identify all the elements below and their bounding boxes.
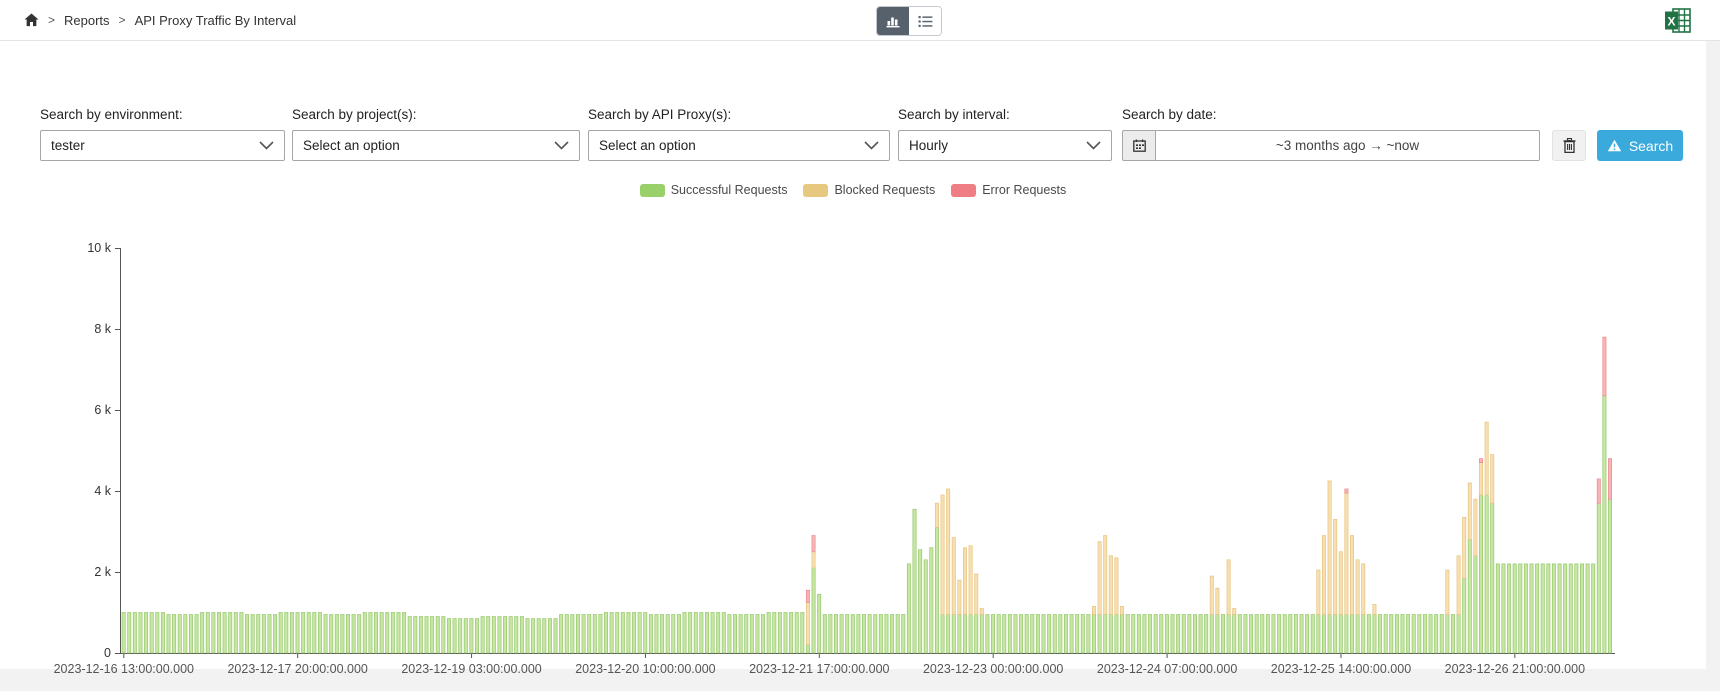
projects-select[interactable]: Select an option	[292, 130, 580, 161]
proxies-select[interactable]: Select an option	[588, 130, 890, 161]
svg-text:8 k: 8 k	[94, 322, 111, 336]
search-button[interactable]: Search	[1597, 130, 1683, 161]
home-icon[interactable]	[24, 13, 39, 27]
svg-text:2023-12-24 07:00:00.000: 2023-12-24 07:00:00.000	[1097, 662, 1237, 676]
list-view-button[interactable]	[909, 7, 941, 35]
svg-text:2023-12-25 14:00:00.000: 2023-12-25 14:00:00.000	[1271, 662, 1411, 676]
warning-icon	[1607, 139, 1622, 152]
legend-label-successful: Successful Requests	[670, 183, 788, 197]
chevron-down-icon	[864, 141, 879, 150]
main-content: Search by environment: Search by project…	[0, 41, 1706, 676]
svg-text:2023-12-23 00:00:00.000: 2023-12-23 00:00:00.000	[923, 662, 1063, 676]
date-range-group	[1122, 130, 1540, 161]
bar-chart-icon	[886, 14, 901, 28]
legend-swatch-successful	[639, 183, 665, 197]
proxies-label: Search by API Proxy(s):	[588, 107, 732, 122]
trash-icon	[1563, 138, 1576, 153]
svg-text:2 k: 2 k	[94, 565, 111, 579]
projects-label: Search by project(s):	[292, 107, 417, 122]
svg-text:2023-12-20 10:00:00.000: 2023-12-20 10:00:00.000	[575, 662, 715, 676]
environment-select-value: tester	[51, 138, 85, 153]
interval-select-value: Hourly	[909, 138, 949, 153]
clear-button[interactable]	[1552, 130, 1586, 161]
interval-select[interactable]: Hourly	[898, 130, 1112, 161]
svg-text:4 k: 4 k	[94, 484, 111, 498]
svg-text:10 k: 10 k	[87, 241, 111, 255]
breadcrumb-item-reports[interactable]: Reports	[64, 12, 110, 28]
excel-icon: X	[1664, 7, 1692, 34]
page-title: API Proxy Traffic By Interval	[134, 12, 297, 28]
view-toggle-group	[876, 6, 942, 36]
svg-text:X: X	[1667, 15, 1675, 29]
environment-select[interactable]: tester	[40, 130, 285, 161]
svg-text:2023-12-26 21:00:00.000: 2023-12-26 21:00:00.000	[1445, 662, 1585, 676]
svg-text:2023-12-17 20:00:00.000: 2023-12-17 20:00:00.000	[227, 662, 367, 676]
date-range-input[interactable]	[1155, 130, 1540, 161]
legend-swatch-blocked	[803, 183, 829, 197]
legend-item-error[interactable]: Error Requests	[951, 183, 1066, 197]
legend-item-blocked[interactable]: Blocked Requests	[803, 183, 935, 197]
search-button-label: Search	[1628, 137, 1674, 154]
legend-label-blocked: Blocked Requests	[834, 183, 936, 197]
chevron-down-icon	[1086, 141, 1101, 150]
chevron-down-icon	[259, 141, 274, 150]
list-icon	[918, 15, 933, 28]
svg-text:2023-12-16 13:00:00.000: 2023-12-16 13:00:00.000	[54, 662, 194, 676]
top-bar: > Reports > API Proxy Traffic By Interva…	[0, 0, 1720, 41]
svg-text:6 k: 6 k	[94, 403, 111, 417]
legend-item-successful[interactable]: Successful Requests	[639, 183, 788, 197]
svg-text:2023-12-21 17:00:00.000: 2023-12-21 17:00:00.000	[749, 662, 889, 676]
legend-label-error: Error Requests	[982, 183, 1067, 197]
export-excel-button[interactable]: X	[1664, 7, 1692, 34]
date-label: Search by date:	[1122, 107, 1217, 122]
breadcrumb-separator: >	[118, 13, 126, 27]
interval-label: Search by interval:	[898, 107, 1010, 122]
chart-legend: Successful Requests Blocked Requests Err…	[0, 183, 1706, 197]
chevron-down-icon	[554, 141, 569, 150]
svg-text:0: 0	[104, 646, 111, 660]
svg-text:2023-12-19 03:00:00.000: 2023-12-19 03:00:00.000	[401, 662, 541, 676]
traffic-bar-chart: 0 2 k 4 k 6 k 8 k 10 k 2023-12-16 13:00:00.000…	[54, 241, 1615, 676]
projects-select-value: Select an option	[303, 138, 400, 153]
breadcrumb: > Reports > API Proxy Traffic By Interva…	[24, 0, 296, 40]
calendar-button[interactable]	[1122, 130, 1155, 161]
proxies-select-value: Select an option	[599, 138, 696, 153]
environment-label: Search by environment:	[40, 107, 183, 122]
calendar-icon	[1132, 139, 1146, 152]
chart-view-button[interactable]	[877, 7, 909, 35]
legend-swatch-error	[951, 183, 977, 197]
breadcrumb-separator: >	[48, 13, 56, 27]
